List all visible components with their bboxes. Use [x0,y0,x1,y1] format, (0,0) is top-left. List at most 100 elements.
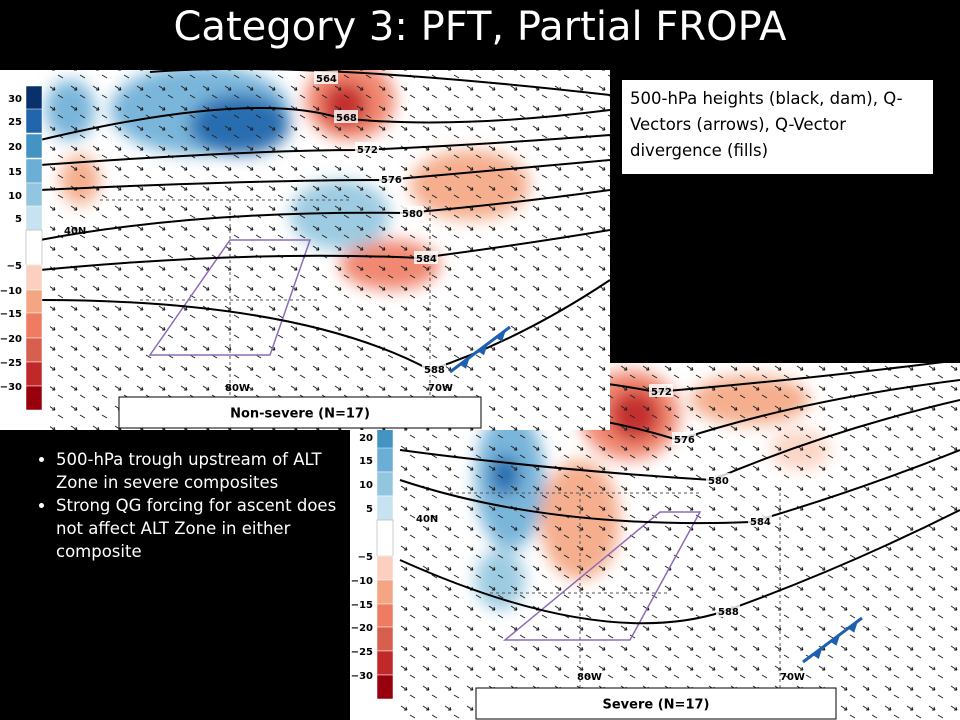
bullet: 500-hPa trough upstream of ALT Zone in s… [56,448,346,494]
map-area: 564 568 572 576 580 584 588 40N 80W 70W 30 25 20 15 10… [0,70,610,430]
colorbar-label: −30 [0,382,22,393]
colorbar-neutral [25,229,43,266]
contour-label-bg [400,206,424,219]
contour-label: 588 [424,365,445,376]
colorbar-swatch [25,205,43,231]
height-contour [39,159,610,191]
colorbar-label: 25 [8,117,22,128]
height-contour [39,189,610,241]
colorbar-swatch [25,289,43,314]
map-label-box [475,687,837,720]
colorbar-swatch [25,264,43,291]
colorbar-label: −10 [0,286,22,297]
map-label: Non-severe (N=17) [230,407,370,422]
map-label: Severe (N=17) [603,698,710,713]
colorbar-swatch [25,312,43,339]
height-contour [399,449,960,525]
colorbar-label: −25 [351,647,373,658]
contour-label: 572 [651,387,672,398]
contour-label: 584 [750,517,771,528]
contour-label-bg [422,362,446,375]
colorbar-swatch [376,579,394,605]
contour-label: 584 [416,254,437,265]
colorbar-label: −5 [7,261,22,272]
contour-label-bg [706,473,730,486]
colorbar-swatch [376,674,394,700]
colorbar-label: 10 [8,191,22,202]
colorbar-label: 15 [359,456,373,467]
colorbar-label: 10 [359,480,373,491]
front-triangle [460,356,470,369]
alt-zone [502,511,702,641]
colorbar-neutral [376,519,394,557]
lon-label: 70W [428,383,453,394]
contour-label: 568 [336,113,357,124]
caption-box: 500-hPa heights (black, dam), Q-Vectors … [622,80,933,174]
colorbar-label: −15 [0,309,22,320]
colorbar-swatch [25,158,43,184]
lat-label: 40N [416,514,438,525]
colorbar-label: −5 [358,552,373,563]
colorbar-label: −15 [351,600,373,611]
colorbar-label: 5 [15,214,22,225]
contour-label-bg [355,142,379,155]
colorbar-label: 20 [8,142,22,153]
state-borders [450,492,781,693]
lat-label: 40N [64,226,86,237]
front-triangle [848,620,859,633]
colorbar-label: 15 [8,167,22,178]
colorbar-swatch [25,337,43,363]
colorbar-swatch [25,361,43,387]
colorbar-swatch [25,385,43,411]
colorbar-label: 20 [359,433,373,444]
colorbar-label: −10 [351,576,373,587]
colorbar-swatch [25,108,43,134]
lon-label: 70W [780,672,805,683]
state-borders [100,199,431,400]
front-triangle [830,633,841,646]
colorbar-swatch [376,471,394,497]
contour-label-bg [649,384,673,397]
colorbar-swatch [376,555,394,581]
contour-label: 572 [357,145,378,156]
colorbar-label: −20 [0,334,22,345]
q-vector-icon [878,620,937,680]
colorbar-swatch [376,447,394,473]
bullet: Strong QG forcing for ascent does not af… [56,494,346,563]
non-severe-map: 564 568 572 576 580 584 588 40N 80W 70W 30 25 20 15 10… [0,70,610,430]
contour-label-bg [672,432,696,445]
contour-label-bg [334,110,358,123]
colorbar-label: −25 [0,358,22,369]
contour-label: 576 [381,175,402,186]
q-vectors [50,70,610,430]
contour-label: 564 [316,74,337,85]
colorbar-label: 5 [366,504,373,515]
contour-label-bg [379,172,403,185]
colorbar-swatch [376,650,394,676]
colorbar-swatch [25,182,43,208]
cold-front [802,616,863,664]
colorbar-label: −20 [351,623,373,634]
front-triangle [496,329,506,342]
colorbar-swatch [376,495,394,521]
colorbar-swatch [376,626,394,652]
colorbar-swatch [376,603,394,628]
colorbar-swatch [25,85,43,111]
lon-label: 80W [577,672,602,683]
height-contour [39,279,610,372]
height-contour [149,70,610,96]
slide-title: Category 3: PFT, Partial FROPA [173,4,787,50]
contour-label: 588 [718,607,739,618]
cold-front [449,325,511,374]
front-triangle [812,647,823,659]
contour-label-bg [314,71,338,84]
contour-label-bg [414,251,438,264]
contour-label: 580 [402,209,423,220]
lon-label: 80W [225,383,250,394]
colorbar-label: 30 [8,94,22,105]
map-label-box [118,396,482,429]
contour-label: 576 [674,435,695,446]
alt-zone [148,239,312,356]
